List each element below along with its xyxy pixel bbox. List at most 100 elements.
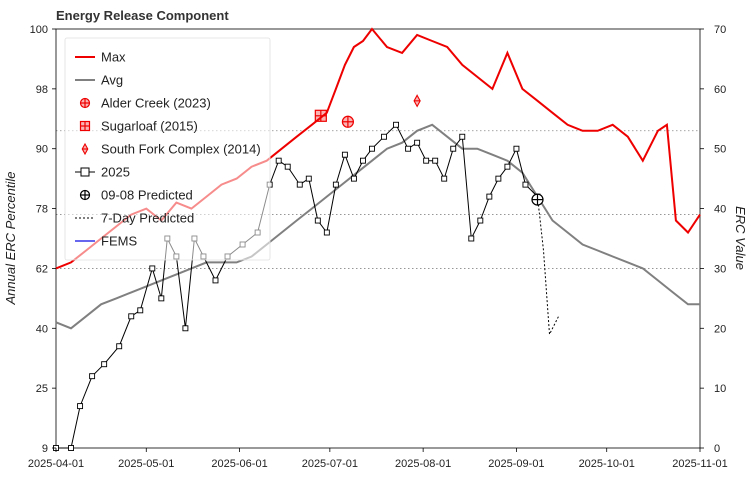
series-2025-marker <box>305 175 312 182</box>
series-2025-marker <box>414 139 421 146</box>
series-2025-marker <box>350 175 357 182</box>
legend-item: FEMS <box>75 234 137 249</box>
series-2025-marker <box>441 175 448 182</box>
right-tick-label: 20 <box>714 323 726 335</box>
series-2025-marker <box>68 445 74 451</box>
series-2025-marker <box>369 145 375 152</box>
reference-points <box>314 94 544 206</box>
series-2025-marker <box>158 295 165 302</box>
right-tick-label: 70 <box>714 24 726 36</box>
series-2025-marker <box>459 133 466 140</box>
legend-swatch <box>79 120 91 132</box>
right-tick-label: 40 <box>714 204 726 216</box>
series-2025-marker <box>128 313 135 320</box>
point-sugarloaf-2015- <box>314 109 327 122</box>
series-2025-marker <box>468 235 475 242</box>
series-2025-marker <box>116 343 123 350</box>
series-2025-marker <box>360 157 366 164</box>
series-2025-marker <box>296 181 303 188</box>
series-2025-marker <box>89 373 96 380</box>
legend-label: FEMS <box>101 234 137 249</box>
x-tick-label: 2025-07-01 <box>302 458 358 470</box>
right-tick-label: 30 <box>714 263 726 275</box>
legend-label: 09-08 Predicted <box>101 188 193 203</box>
series-2025-line <box>56 123 538 449</box>
legend-item: Sugarloaf (2015) <box>79 119 198 134</box>
series-2025-marker <box>101 361 108 368</box>
series-2025-marker <box>275 157 282 164</box>
series-2025-marker <box>212 277 219 284</box>
left-tick-label: 98 <box>36 84 48 96</box>
point-south-fork-complex-2014- <box>413 94 421 108</box>
series-2025-marker <box>522 181 529 188</box>
legend-swatch-marker <box>80 167 90 177</box>
series-2025-marker <box>450 145 457 152</box>
legend-swatch <box>81 142 89 156</box>
x-tick-label: 2025-04-01 <box>28 458 84 470</box>
right-tick-label: 50 <box>714 144 726 156</box>
series-2025-marker <box>393 121 400 128</box>
left-tick-label: 9 <box>42 443 48 455</box>
legend-label: Alder Creek (2023) <box>101 96 211 111</box>
legend-label: 2025 <box>101 165 130 180</box>
right-tick-label: 10 <box>714 383 726 395</box>
series-2025-marker <box>504 163 511 170</box>
series-2025-marker <box>323 229 330 236</box>
series-2025-marker <box>477 217 484 224</box>
series-2025-marker <box>432 157 439 164</box>
legend: Max Avg Alder Creek (2023) Sugarloaf (2015)… <box>64 37 271 261</box>
series-2025-marker <box>381 133 387 140</box>
left-axis-title: Annual ERC Percentile <box>3 172 18 306</box>
tick-labels: 0 10 20 30 40 50 60 70 100 98 90 78 62 40 25 9 2025-04-0… <box>28 24 728 470</box>
x-tick-label: 2025-09-01 <box>488 458 544 470</box>
legend-box <box>64 37 271 261</box>
series-2025-marker <box>314 217 321 224</box>
series-2025-marker <box>284 163 291 170</box>
legend-label: Sugarloaf (2015) <box>101 119 198 134</box>
legend-item: Max <box>75 50 126 65</box>
legend-item: 7-Day Predicted <box>75 211 194 226</box>
right-axis-title: ERC Value <box>733 206 748 270</box>
left-tick-label: 62 <box>36 263 48 275</box>
axes <box>55 28 701 449</box>
x-tick-label: 2025-05-01 <box>118 458 174 470</box>
chart-title: Energy Release Component <box>56 8 229 23</box>
legend-label: Avg <box>101 73 123 88</box>
left-tick-label: 100 <box>30 24 48 36</box>
legend-label: 7-Day Predicted <box>101 211 194 226</box>
legend-item: Avg <box>75 73 123 88</box>
legend-swatch <box>79 97 91 109</box>
legend-item: 2025 <box>75 165 130 180</box>
series-7day-predicted-line <box>537 196 560 337</box>
right-tick-label: 60 <box>714 84 726 96</box>
legend-label: South Fork Complex (2014) <box>101 142 261 157</box>
point-alder-creek-2023- <box>341 115 355 128</box>
left-tick-label: 25 <box>36 383 48 395</box>
series-2025-marker <box>513 145 520 152</box>
legend-item: Alder Creek (2023) <box>79 96 211 111</box>
series-avg-line <box>55 123 700 330</box>
left-tick-label: 78 <box>36 204 48 216</box>
series-2025-marker <box>486 193 493 200</box>
x-tick-label: 2025-08-01 <box>395 458 451 470</box>
left-tick-label: 90 <box>36 144 48 156</box>
left-tick-label: 40 <box>36 323 48 335</box>
series-2025-marker <box>423 157 430 164</box>
legend-label: Max <box>101 50 126 65</box>
point-09-08-predicted <box>531 193 544 206</box>
series-2025-marker <box>332 181 339 188</box>
legend-item: 09-08 Predicted <box>79 188 193 203</box>
x-tick-label: 2025-10-01 <box>579 458 635 470</box>
series-2025-marker <box>405 145 412 152</box>
series-2025-marker <box>137 307 144 314</box>
series-2025-marker <box>149 265 156 272</box>
plot-frame <box>55 28 701 449</box>
legend-swatch <box>79 189 91 201</box>
series-2025-marker <box>341 151 348 158</box>
x-tick-label: 2025-11-01 <box>672 458 727 470</box>
series-2025-marker <box>495 175 502 182</box>
series-2025-marker <box>77 403 84 410</box>
right-tick-label: 0 <box>714 443 720 455</box>
